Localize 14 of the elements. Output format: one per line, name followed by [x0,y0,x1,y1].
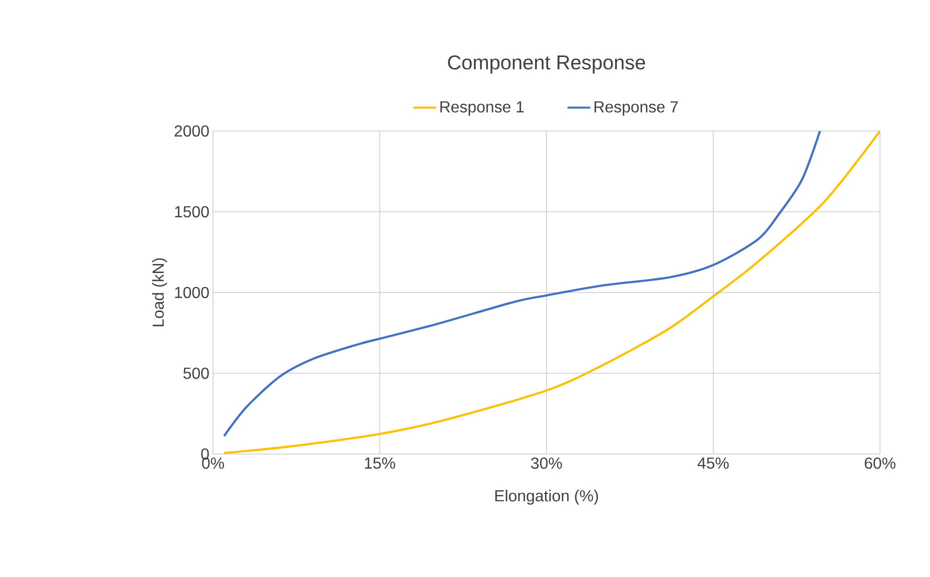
y-tick-label: 1000 [175,286,209,298]
x-tick-label: 0% [202,458,224,469]
legend-label: Response 1 [440,101,524,116]
y-tick-label: 2000 [174,125,209,137]
y-tick-label: 500 [183,368,209,379]
x-tick-label: 30% [531,458,562,469]
legend-label: Response 7 [594,101,678,116]
chart-title: Component Response [448,55,646,74]
x-tick-label: 15% [364,458,396,469]
y-tick-label: 1500 [175,206,209,218]
x-tick-label: 45% [698,458,729,469]
x-axis-title: Elongation (%) [495,490,598,505]
y-axis-title: Load (kN) [152,258,168,326]
x-tick-label: 60% [864,458,896,469]
